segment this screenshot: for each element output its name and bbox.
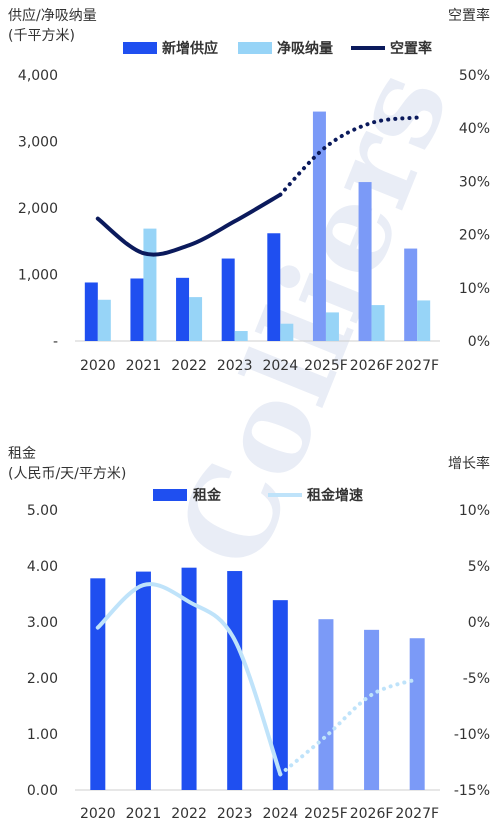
chart1-x-tick-label: 2024 bbox=[262, 358, 298, 374]
chart1-bar-0-7 bbox=[404, 248, 418, 341]
chart2-x-tick-label: 2025F bbox=[304, 806, 348, 822]
legend-label-rent-growth: 租金增速 bbox=[307, 487, 363, 504]
chart1-y-tick-label: 4,000 bbox=[18, 68, 58, 84]
chart1-x-tick-label: 2026F bbox=[350, 358, 394, 374]
chart1-x-tick-label: 2022 bbox=[171, 358, 207, 374]
legend-swatch-rent bbox=[153, 489, 187, 501]
chart2-y2-tick-label: 5% bbox=[468, 559, 490, 575]
chart2-line-actual bbox=[95, 582, 283, 777]
chart2-x-tick-label: 2027F bbox=[395, 806, 439, 822]
chart2-y2-tick-label: 10% bbox=[459, 503, 490, 519]
chart1-y2-tick-label: 30% bbox=[459, 174, 490, 190]
chart2-bar-0-5 bbox=[318, 619, 334, 790]
chart1-y-tick-label: 1,000 bbox=[18, 268, 58, 284]
chart1-y2-tick-label: 40% bbox=[459, 121, 490, 137]
chart1-bar-1-4 bbox=[280, 323, 294, 341]
chart2-y-tick-label: 2.00 bbox=[27, 671, 58, 687]
chart1-bar-0-4 bbox=[267, 233, 281, 341]
chart2-y2-tick-label: -10% bbox=[454, 727, 490, 743]
legend-label-net-absorption: 净吸纳量 bbox=[277, 40, 333, 57]
chart1-y-tick-label: 2,000 bbox=[18, 201, 58, 217]
chart1-legend: 新增供应 净吸纳量 空置率 bbox=[123, 40, 432, 57]
chart2-bar-0-2 bbox=[181, 567, 197, 790]
chart2-bar-0-0 bbox=[90, 578, 106, 790]
legend-label-vacancy: 空置率 bbox=[390, 40, 432, 57]
chart1-bar-1-3 bbox=[234, 331, 248, 341]
chart2-y2-tick-label: -15% bbox=[454, 783, 490, 799]
chart2-x-tick-label: 2023 bbox=[217, 806, 253, 822]
chart2-bar-0-7 bbox=[409, 638, 425, 790]
chart1-bar-1-7 bbox=[417, 300, 431, 341]
legend-swatch-net-absorption bbox=[238, 42, 272, 54]
chart2-y-tick-label: 5.00 bbox=[27, 503, 58, 519]
chart2-y-axis-title-line1: 租金 bbox=[8, 446, 36, 462]
chart1-plot: - 1,000 2,000 3,000 4,000 0% 10% 20% 30% 40% 50% 20… bbox=[18, 68, 490, 374]
chart2-x-tick-label: 2022 bbox=[171, 806, 207, 822]
chart2-bar-0-3 bbox=[227, 571, 243, 790]
chart1-bar-1-1 bbox=[143, 228, 157, 341]
chart2-y-axis-title-line2: (人民币/天/平方米) bbox=[8, 466, 126, 482]
chart1-line-forecast bbox=[278, 115, 420, 197]
legend-label-rent: 租金 bbox=[193, 487, 222, 504]
chart1-bar-1-5 bbox=[325, 312, 339, 341]
chart2-x-tick-label: 2026F bbox=[350, 806, 394, 822]
chart1-x-tick-label: 2027F bbox=[395, 358, 439, 374]
chart1-y2-tick-label: 20% bbox=[459, 228, 490, 244]
chart2-bar-0-1 bbox=[135, 571, 151, 790]
chart1-bar-0-3 bbox=[221, 258, 235, 341]
chart1-bar-0-6 bbox=[358, 182, 372, 341]
chart1-bar-0-1 bbox=[130, 278, 144, 341]
chart1-bar-1-6 bbox=[371, 305, 385, 341]
chart1-x-tick-label: 2023 bbox=[217, 358, 253, 374]
chart1-y2-tick-label: 0% bbox=[468, 334, 490, 350]
chart2-y-tick-label: 0.00 bbox=[27, 783, 58, 799]
chart2-line-forecast bbox=[278, 677, 420, 777]
chart1-bar-1-0 bbox=[97, 299, 111, 341]
legend-swatch-new-supply bbox=[123, 42, 157, 54]
chart1-bar-0-2 bbox=[176, 277, 190, 341]
chart2-bar-0-6 bbox=[364, 629, 380, 790]
chart1-line-actual bbox=[95, 192, 283, 257]
chart1-y-tick-label: - bbox=[53, 334, 58, 350]
chart1-y-tick-label: 3,000 bbox=[18, 135, 58, 151]
chart2-y-tick-label: 4.00 bbox=[27, 559, 58, 575]
chart2-y2-tick-label: 0% bbox=[468, 615, 490, 631]
chart2-x-tick-label: 2024 bbox=[262, 806, 298, 822]
chart1-y-axis-title-line2: (千平方米) bbox=[8, 28, 75, 44]
chart1-y-axis-title-line1: 供应/净吸纳量 bbox=[8, 7, 97, 24]
chart1-y2-axis-title: 空置率 bbox=[448, 7, 490, 24]
chart1-bar-1-2 bbox=[189, 297, 203, 341]
chart2-legend: 租金 租金增速 bbox=[153, 487, 363, 504]
chart1-y2-tick-label: 10% bbox=[459, 281, 490, 297]
chart1-bar-0-0 bbox=[84, 282, 98, 341]
chart2-x-tick-label: 2020 bbox=[80, 806, 116, 822]
chart1-y2-tick-label: 50% bbox=[459, 68, 490, 84]
chart2-y2-tick-label: -5% bbox=[463, 671, 490, 687]
legend-label-new-supply: 新增供应 bbox=[162, 40, 218, 57]
chart1-x-tick-label: 2025F bbox=[304, 358, 348, 374]
chart1-x-tick-label: 2021 bbox=[126, 358, 162, 374]
chart2-bar-0-4 bbox=[272, 600, 288, 790]
chart1-x-tick-label: 2020 bbox=[80, 358, 116, 374]
chart2-y2-axis-title: 增长率 bbox=[448, 455, 490, 472]
chart2-y-tick-label: 1.00 bbox=[27, 727, 58, 743]
chart2-y-tick-label: 3.00 bbox=[27, 615, 58, 631]
chart1-bar-0-5 bbox=[312, 111, 326, 341]
chart2-x-tick-label: 2021 bbox=[126, 806, 162, 822]
chart2-plot: 0.00 1.00 2.00 3.00 4.00 5.00 -15% -10% -5% 0% 5% 1… bbox=[27, 503, 490, 822]
